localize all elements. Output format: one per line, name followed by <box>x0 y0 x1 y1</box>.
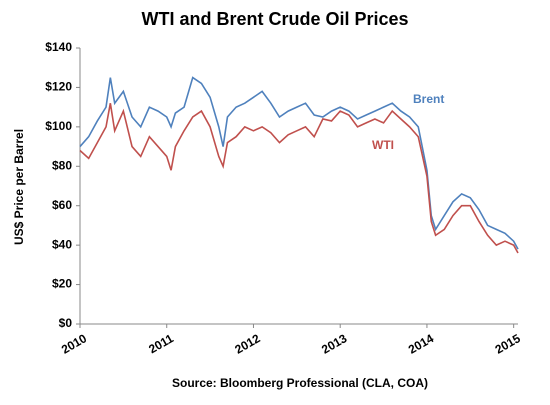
chart-title: WTI and Brent Crude Oil Prices <box>141 9 408 29</box>
x-tick-label: 2012 <box>232 331 262 357</box>
x-tick-label: 2014 <box>406 331 436 357</box>
y-tick-label: $0 <box>59 316 73 330</box>
series-label: Brent <box>413 92 444 106</box>
y-tick-label: $100 <box>45 119 72 133</box>
x-axis-label: Source: Bloomberg Professional (CLA, COA… <box>172 376 428 390</box>
y-tick-label: $20 <box>52 277 72 291</box>
series-label: WTI <box>372 138 394 152</box>
series-line <box>79 76 519 250</box>
y-tick-label: $60 <box>52 198 72 212</box>
y-tick-label: $140 <box>45 40 72 54</box>
y-axis-label: US$ Price per Barrel <box>12 129 26 245</box>
series-line <box>79 103 519 254</box>
x-tick-label: 2010 <box>59 331 89 357</box>
x-tick-label: 2015 <box>493 331 523 357</box>
y-tick-label: $120 <box>45 80 72 94</box>
x-tick-label: 2011 <box>146 331 176 356</box>
y-tick-label: $80 <box>52 158 72 172</box>
y-tick-label: $40 <box>52 237 72 251</box>
x-tick-label: 2013 <box>319 331 349 357</box>
